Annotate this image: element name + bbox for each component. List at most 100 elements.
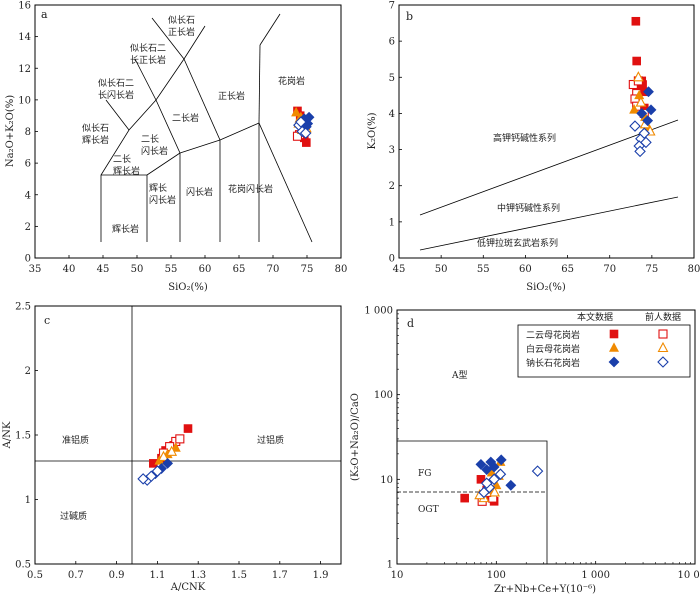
data-point <box>175 434 185 444</box>
data-point <box>629 104 640 114</box>
data-point <box>629 120 641 132</box>
tas-field-labels: 似长石 正长岩 似长石二 长正长岩 似长石二 长闪长岩 似长石 辉长岩 二长 辉… <box>82 14 305 235</box>
field-label: 长闪长岩 <box>98 89 134 101</box>
x-tick-label: 60 <box>199 264 212 275</box>
fg-ogt-field-boundary <box>397 440 548 564</box>
y-tick-label: 2 <box>25 222 31 233</box>
panel-a-ticks: 35 40 45 50 55 60 65 70 75 80 0 2 4 6 8 10 12 14 16 <box>18 1 347 276</box>
x-tick-label: 1.9 <box>313 570 329 581</box>
field-label: 辉长岩 <box>113 165 140 177</box>
y-tick-label: 3 <box>389 145 395 156</box>
data-point <box>299 127 312 139</box>
x-tick-label: 50 <box>435 264 448 275</box>
data-point <box>495 454 507 466</box>
panel-b-points <box>628 16 657 158</box>
panel-c-label: c <box>44 314 50 327</box>
field-label: 闪长岩 <box>186 186 213 198</box>
field-label: 二长 <box>141 133 159 145</box>
data-point <box>645 104 657 116</box>
x-tick-label: 60 <box>519 264 532 275</box>
panel-c-ylabel: A/NK <box>2 421 13 449</box>
legend-marker-this <box>609 329 619 339</box>
y-tick-label: 10 <box>18 95 31 106</box>
legend-marker-this <box>609 342 619 352</box>
field-label: 长正长岩 <box>130 54 166 66</box>
y-tick-label: 0.5 <box>15 560 31 571</box>
field-label: 准铝质 <box>62 434 89 446</box>
panel-a-xlabel: SiO₂(%) <box>168 282 208 293</box>
legend-row-label: 钠长石花岗岩 <box>526 357 580 369</box>
data-point <box>638 127 651 140</box>
data-point <box>636 108 648 119</box>
panel-d-points <box>460 454 544 506</box>
field-label: 闪长岩 <box>141 145 168 157</box>
x-tick-label: 80 <box>335 264 348 275</box>
data-point <box>166 445 178 456</box>
panel-b-frame <box>398 4 695 259</box>
field-label: A型 <box>451 370 468 381</box>
field-label: 花岗岩 <box>278 75 305 87</box>
data-point <box>303 111 315 123</box>
field-label: 辉长岩 <box>112 223 139 235</box>
field-label: 似长石二 <box>98 77 134 89</box>
field-label: 过碱质 <box>60 510 87 522</box>
panel-a-points <box>291 106 315 147</box>
y-tick-label: 8 <box>25 127 31 138</box>
x-tick-label: 80 <box>688 264 700 275</box>
y-tick-label: 1 000 <box>364 306 393 317</box>
legend-row-label: 白云母花岗岩 <box>526 343 580 355</box>
y-tick-label: 1 <box>387 560 393 571</box>
panel-c-frame <box>34 305 342 565</box>
field-label: 二长 <box>113 153 131 165</box>
y-tick-label: 6 <box>389 37 395 48</box>
x-tick-label: 10 <box>391 570 404 581</box>
panel-b-label: b <box>406 10 413 23</box>
panel-a-ylabel: Na₂O+K₂O(%) <box>5 95 16 167</box>
legend-markers <box>608 329 669 368</box>
data-point <box>183 424 193 433</box>
field-label: 二长岩 <box>172 112 199 124</box>
data-point <box>531 465 544 477</box>
x-tick-label: 65 <box>233 264 246 275</box>
data-point <box>295 116 307 128</box>
field-label: 中钾钙碱性系列 <box>497 202 560 214</box>
data-point <box>302 138 311 147</box>
x-tick-label: 0.7 <box>68 570 84 581</box>
y-tick-label: 0 <box>389 254 395 265</box>
y-tick-label: 2 <box>389 181 395 192</box>
legend-marker-previous <box>657 356 669 368</box>
boundary-line <box>419 196 679 251</box>
data-point <box>480 477 493 489</box>
legend-row-label: 二云母花岗岩 <box>526 329 580 341</box>
x-tick-label: 0.9 <box>109 570 125 581</box>
field-label: 低钾拉斑玄武岩系列 <box>477 237 558 249</box>
x-tick-label: 75 <box>301 264 314 275</box>
panel-b-ylabel: K₂O(%) <box>367 112 378 149</box>
panel-d-label: d <box>407 317 414 330</box>
data-point <box>642 115 654 127</box>
data-point <box>494 468 507 480</box>
y-tick-label: 1.5 <box>15 431 31 442</box>
panel-c-ticks: 0.5 0.7 0.9 1.1 1.3 1.5 1.7 1.9 0.5 1 1.5 2 2.5 <box>15 302 328 582</box>
x-tick-label: 55 <box>165 264 178 275</box>
x-tick-label: 100 <box>487 570 506 581</box>
y-tick-label: 6 <box>25 159 31 170</box>
data-point <box>475 459 487 470</box>
x-tick-label: 45 <box>97 264 110 275</box>
x-tick-label: 70 <box>603 264 616 275</box>
x-tick-label: 50 <box>131 264 144 275</box>
panel-d: d A型 FG OGT Zr+Nb+Ce+Y(10⁻⁶) (K₂O+Na₂O)/… <box>350 306 700 596</box>
legend-marker-this <box>608 356 620 368</box>
data-point <box>291 106 302 117</box>
x-tick-label: 35 <box>29 264 42 275</box>
field-label: 似长石 <box>82 122 109 134</box>
data-point <box>634 89 645 100</box>
data-point <box>634 145 646 158</box>
y-tick-label: 16 <box>18 1 31 12</box>
x-tick-label: 1.5 <box>231 570 247 581</box>
y-tick-label: 5 <box>389 73 395 84</box>
